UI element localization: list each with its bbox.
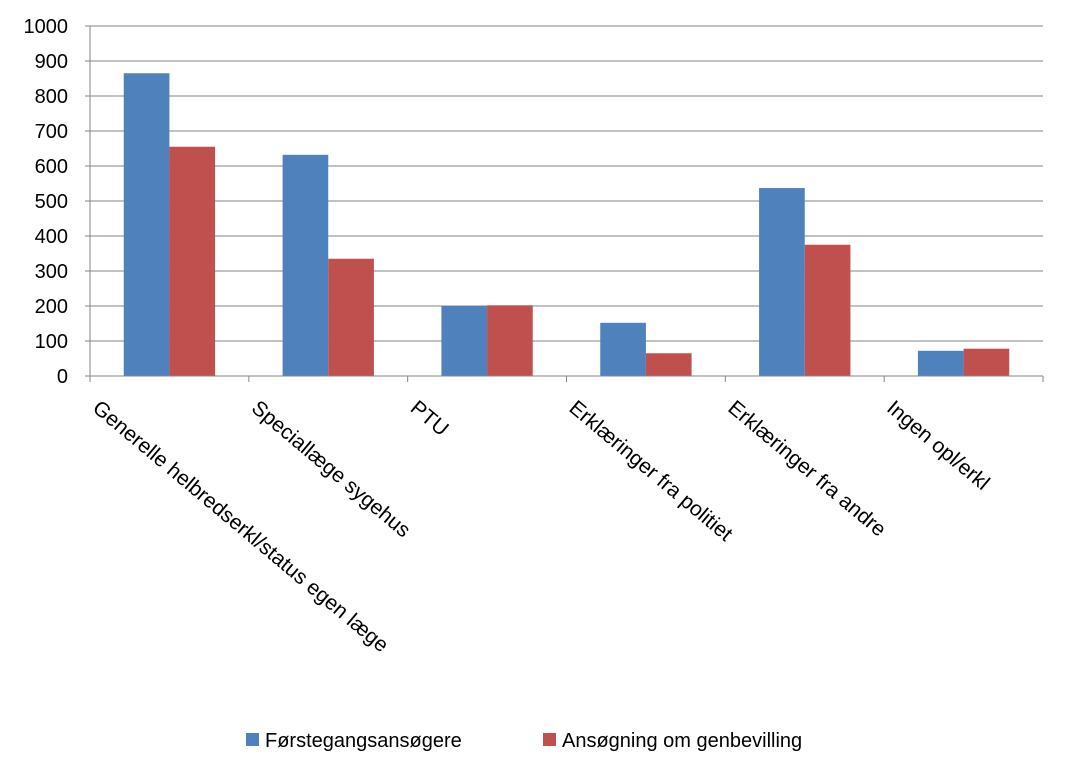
y-tick-label: 500 <box>35 191 68 213</box>
bar-forstegangsansogere <box>600 322 646 376</box>
y-tick-label: 400 <box>35 226 68 248</box>
bar-genbevilling <box>169 146 216 376</box>
x-category-label: Ingen opl/erkl <box>882 396 993 495</box>
bar-forstegangsansogere <box>759 188 805 376</box>
x-category-label: Erklæringer fra politiet <box>565 396 737 546</box>
y-tick-label: 800 <box>35 86 68 108</box>
y-tick-label: 300 <box>35 261 68 283</box>
y-tick-label: 900 <box>35 51 68 73</box>
legend-label: Førstegangsansøgere <box>265 730 462 752</box>
bar-genbevilling <box>804 244 851 376</box>
y-tick-label: 0 <box>57 366 68 388</box>
y-tick-label: 600 <box>35 156 68 178</box>
x-axis-category-labels: Generelle helbredserkl/status egen lægeS… <box>88 396 994 657</box>
x-category-label: Speciallæge sygehus <box>247 396 415 542</box>
bar-genbevilling <box>487 305 533 376</box>
x-category-label: Generelle helbredserkl/status egen læge <box>88 396 393 657</box>
y-tick-label: 100 <box>35 331 68 353</box>
legend-label: Ansøgning om genbevilling <box>562 730 802 752</box>
bars <box>123 73 1010 376</box>
axes <box>85 25 1044 382</box>
legend: Førstegangsansøgere Ansøgning om genbevil… <box>246 730 802 752</box>
bar-forstegangsansogere <box>123 73 170 376</box>
x-category-label: PTU <box>406 396 453 441</box>
bar-genbevilling <box>645 353 692 376</box>
gridlines <box>90 25 1043 342</box>
bar-forstegangsansogere <box>917 350 964 376</box>
y-tick-label: 700 <box>35 121 68 143</box>
bar-forstegangsansogere <box>282 154 329 376</box>
x-category-label: Erklæringer fra andre <box>724 396 891 541</box>
bar-genbevilling <box>963 348 1010 376</box>
y-tick-label: 1000 <box>24 16 69 38</box>
bar-genbevilling <box>328 258 374 376</box>
legend-swatch <box>246 733 259 746</box>
y-tick-label: 200 <box>35 296 68 318</box>
y-axis-tick-labels: 0 100 200 300 400 500 600 700 800 900 1000 <box>24 16 69 388</box>
legend-swatch <box>543 733 556 746</box>
bar-forstegangsansogere <box>441 306 488 376</box>
